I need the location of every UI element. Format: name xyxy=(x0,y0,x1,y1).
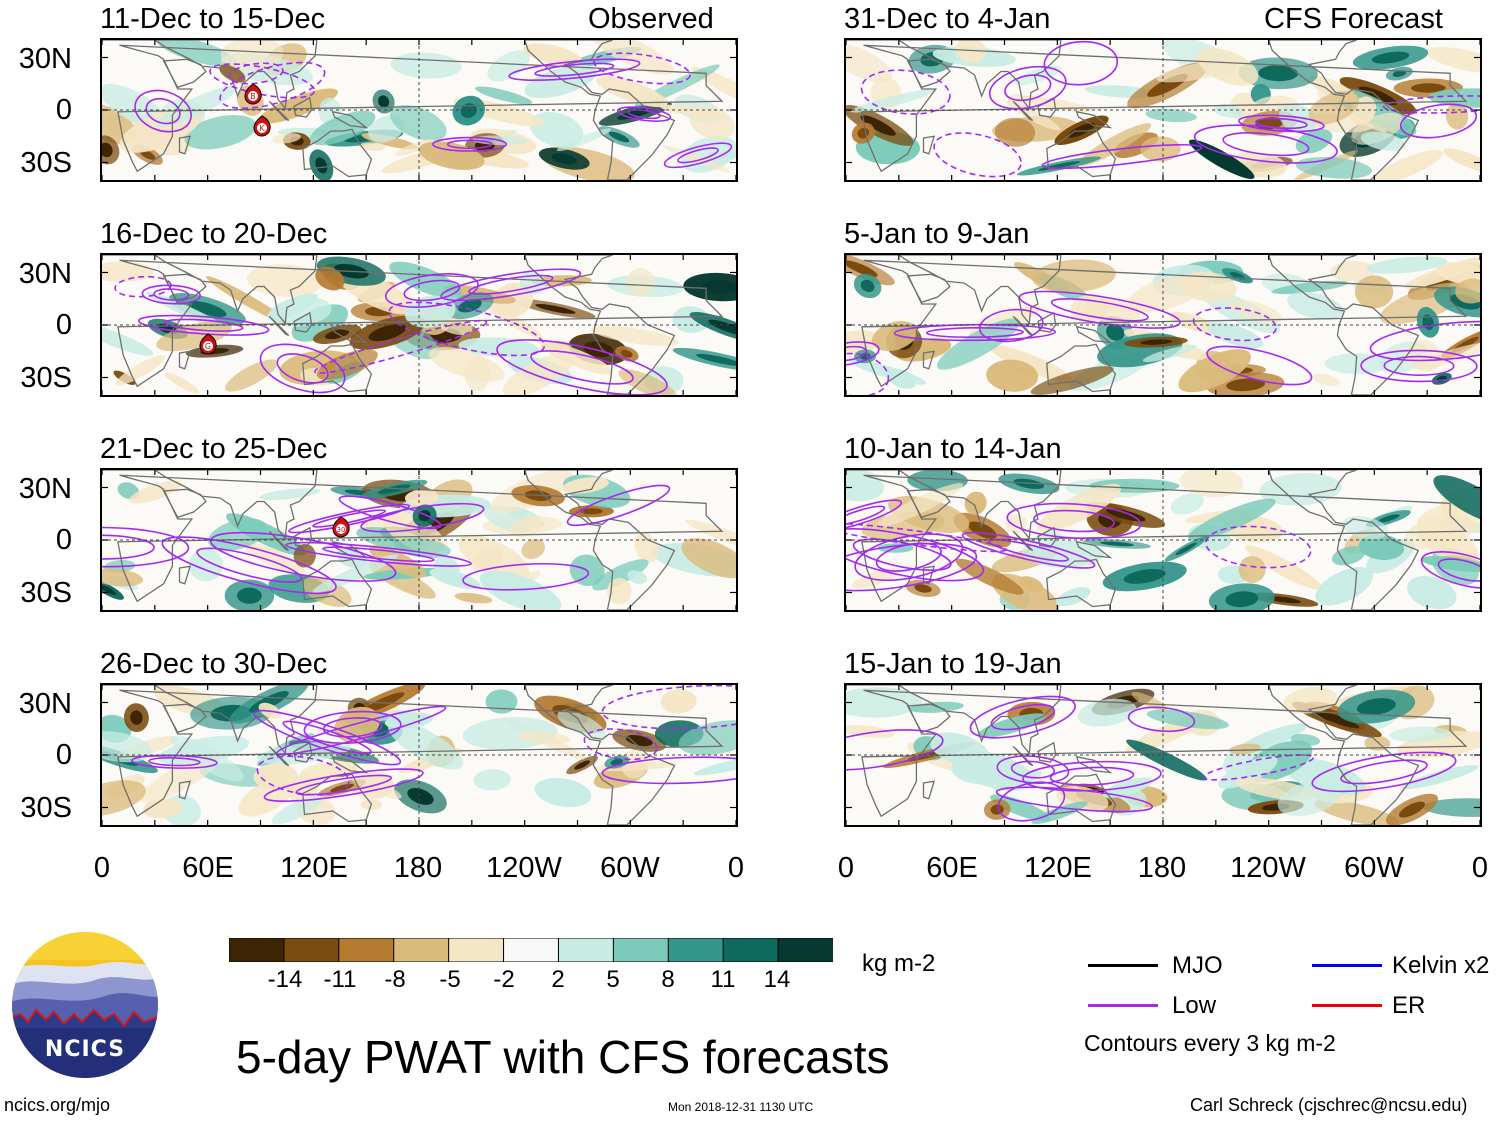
colorbar-swatch xyxy=(338,937,395,963)
panel-4-title: 5-Jan to 9-Jan xyxy=(844,218,1030,250)
pwat-map xyxy=(102,40,736,180)
lon-label: 60W xyxy=(600,852,660,884)
er-legend-label: ER xyxy=(1392,992,1426,1019)
observed-label: Observed xyxy=(588,3,714,35)
colorbar-tick: 8 xyxy=(661,966,675,993)
colorbar-swatch xyxy=(667,937,725,963)
lat-label-eq: 0 xyxy=(55,94,72,126)
footer-url[interactable]: ncics.org/mjo xyxy=(4,1095,111,1115)
kelvin-legend-label: Kelvin x2 xyxy=(1392,952,1490,979)
colorbar-swatch xyxy=(777,937,835,963)
map-panel-2 xyxy=(844,38,1482,182)
panel-1-title: 11-Dec to 15-Dec xyxy=(100,3,326,35)
colorbar-tick: -14 xyxy=(267,966,303,993)
contour-note: Contours every 3 kg m-2 xyxy=(1084,1030,1336,1056)
lat-label-30s: 30S xyxy=(20,577,72,609)
panel-8-title: 15-Jan to 19-Jan xyxy=(844,648,1062,680)
colorbar-tick: -8 xyxy=(384,966,406,993)
storm-label: G xyxy=(205,342,211,351)
colorbar-swatch xyxy=(448,937,505,963)
lat-label-30n: 30N xyxy=(18,43,72,75)
lon-label: 0 xyxy=(727,852,745,884)
storm-marker: B xyxy=(243,83,263,105)
lat-label-30s: 30S xyxy=(20,147,72,179)
lat-label-30n: 30N xyxy=(18,688,72,720)
cfs-forecast-label: CFS Forecast xyxy=(1264,3,1443,35)
lat-label-eq: 0 xyxy=(55,524,72,556)
ncics-logo: NCICS xyxy=(10,930,160,1080)
colorbar-tick: 2 xyxy=(551,966,565,993)
lat-label-eq: 0 xyxy=(55,739,72,771)
colorbar-swatch xyxy=(228,937,285,963)
footer-credit: Carl Schreck (cjschrec@ncsu.edu) xyxy=(1190,1095,1468,1115)
colorbar-tick: 11 xyxy=(710,966,736,993)
pwat-map xyxy=(102,255,736,395)
lon-label: 120W xyxy=(1230,852,1306,884)
storm-label: B xyxy=(250,92,256,101)
lon-label: 0 xyxy=(837,852,855,884)
lon-label: 120W xyxy=(486,852,562,884)
lon-label: 60W xyxy=(1344,852,1404,884)
mjo-legend-label: MJO xyxy=(1172,952,1223,979)
storm-label: K xyxy=(259,124,265,133)
low-legend-label: Low xyxy=(1172,992,1217,1019)
pwat-map xyxy=(846,685,1480,825)
storm-marker: 30 xyxy=(331,516,351,538)
lon-label: 60E xyxy=(926,852,978,884)
kelvin-legend-line xyxy=(1312,964,1382,967)
pwat-map xyxy=(102,470,736,610)
lat-label-eq: 0 xyxy=(55,309,72,341)
colorbar xyxy=(228,937,835,963)
lon-label: 120E xyxy=(1024,852,1092,884)
panel-6-title: 10-Jan to 14-Jan xyxy=(844,433,1062,465)
lon-label: 180 xyxy=(1137,852,1187,884)
colorbar-tick: -11 xyxy=(323,966,357,993)
lon-label: 0 xyxy=(93,852,111,884)
lat-label-30n: 30N xyxy=(18,258,72,290)
pwat-map xyxy=(846,40,1480,180)
er-legend-line xyxy=(1312,1004,1382,1007)
colorbar-swatch xyxy=(722,937,780,963)
map-panel-6 xyxy=(844,468,1482,612)
lon-label: 120E xyxy=(280,852,348,884)
colorbar-tick: -2 xyxy=(493,966,515,993)
logo-text: NCICS xyxy=(45,1037,125,1062)
lat-label-30s: 30S xyxy=(20,362,72,394)
panel-5-title: 21-Dec to 25-Dec xyxy=(100,433,328,465)
pwat-map xyxy=(846,255,1480,395)
lon-label: 60E xyxy=(182,852,234,884)
colorbar-swatch xyxy=(393,937,450,963)
colorbar-swatch xyxy=(557,937,615,963)
colorbar-tick: 5 xyxy=(606,966,620,993)
map-panel-4 xyxy=(844,253,1482,397)
storm-marker: K xyxy=(252,115,272,137)
colorbar-tick: 14 xyxy=(763,966,791,993)
map-panel-8 xyxy=(844,683,1482,827)
map-panel-5 xyxy=(100,468,738,612)
colorbar-swatch xyxy=(283,937,340,963)
lon-label: 0 xyxy=(1471,852,1489,884)
colorbar-tick: -5 xyxy=(439,966,461,993)
panel-2-title: 31-Dec to 4-Jan xyxy=(844,3,1051,35)
map-panel-7 xyxy=(100,683,738,827)
main-title: 5-day PWAT with CFS forecasts xyxy=(236,1031,890,1083)
lat-label-30n: 30N xyxy=(18,473,72,505)
colorbar-swatch xyxy=(612,937,670,963)
lon-label: 180 xyxy=(393,852,443,884)
pwat-map xyxy=(846,470,1480,610)
storm-label: 30 xyxy=(337,526,346,534)
map-panel-3 xyxy=(100,253,738,397)
footer-timestamp: Mon 2018-12-31 1130 UTC xyxy=(668,1100,814,1114)
colorbar-units: kg m-2 xyxy=(862,950,936,977)
lat-label-30s: 30S xyxy=(20,792,72,824)
panel-3-title: 16-Dec to 20-Dec xyxy=(100,218,328,250)
colorbar-swatch xyxy=(503,937,560,963)
storm-marker: G xyxy=(198,333,218,355)
pwat-map xyxy=(102,685,736,825)
panel-7-title: 26-Dec to 30-Dec xyxy=(100,648,328,680)
mjo-legend-line xyxy=(1088,964,1158,967)
map-panel-1 xyxy=(100,38,738,182)
low-legend-line xyxy=(1088,1004,1158,1007)
